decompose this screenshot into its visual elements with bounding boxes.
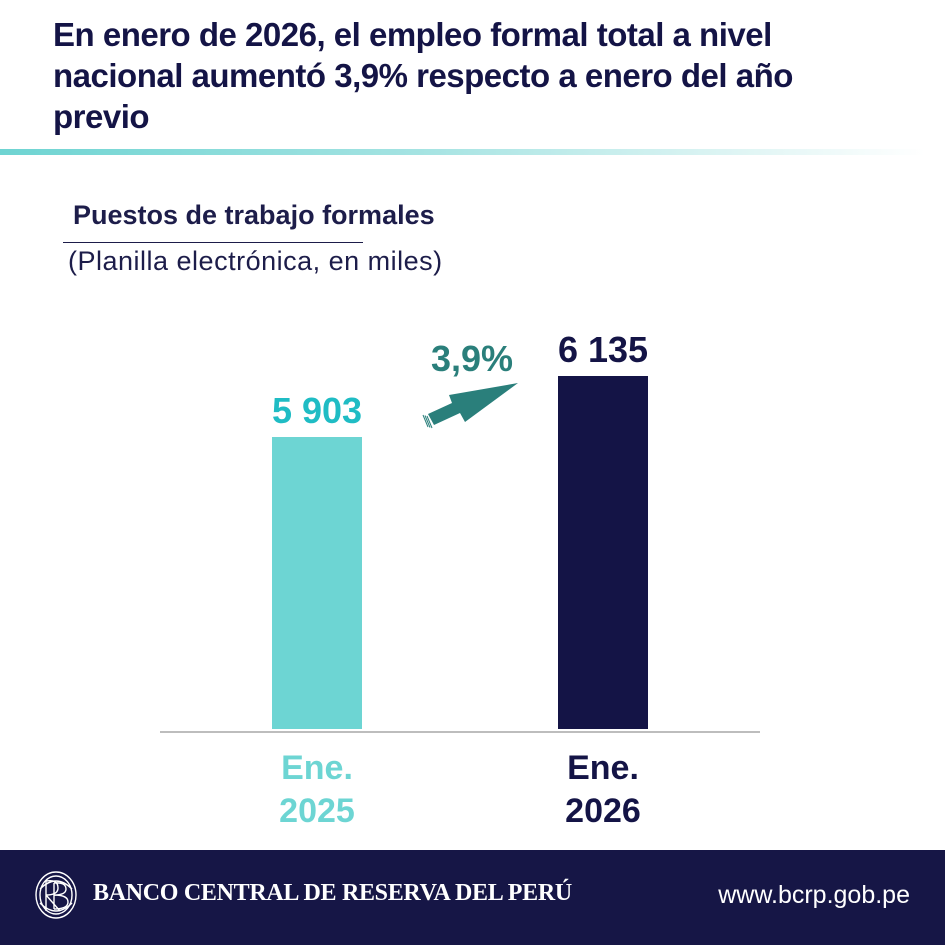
- title-underline: [63, 242, 363, 243]
- category-label-2: Ene.: [567, 749, 639, 787]
- category-label-2: 2026: [565, 792, 641, 830]
- footer: BANCO CENTRAL DE RESERVA DEL PERÚ www.bc…: [0, 850, 945, 945]
- gradient-divider: [0, 149, 925, 155]
- bar-2: [558, 376, 648, 729]
- bcrp-monogram-icon: [35, 871, 77, 919]
- headline: En enero de 2026, el empleo formal total…: [53, 16, 793, 135]
- category-label-1: 2025: [279, 792, 355, 830]
- bar-1: [272, 437, 362, 729]
- bank-name: BANCO CENTRAL DE RESERVA DEL PERÚ: [93, 880, 572, 906]
- chart-subtitle: (Planilla electrónica, en miles): [68, 246, 443, 276]
- value-label-1: 5 903: [272, 390, 362, 431]
- website-link[interactable]: www.bcrp.gob.pe: [718, 881, 910, 909]
- growth-arrow-icon: [422, 383, 518, 429]
- chart-title: Puestos de trabajo formales: [73, 200, 435, 230]
- value-label-2: 6 135: [558, 329, 648, 370]
- growth-percentage-label: 3,9%: [431, 338, 513, 379]
- category-label-1: Ene.: [281, 749, 353, 787]
